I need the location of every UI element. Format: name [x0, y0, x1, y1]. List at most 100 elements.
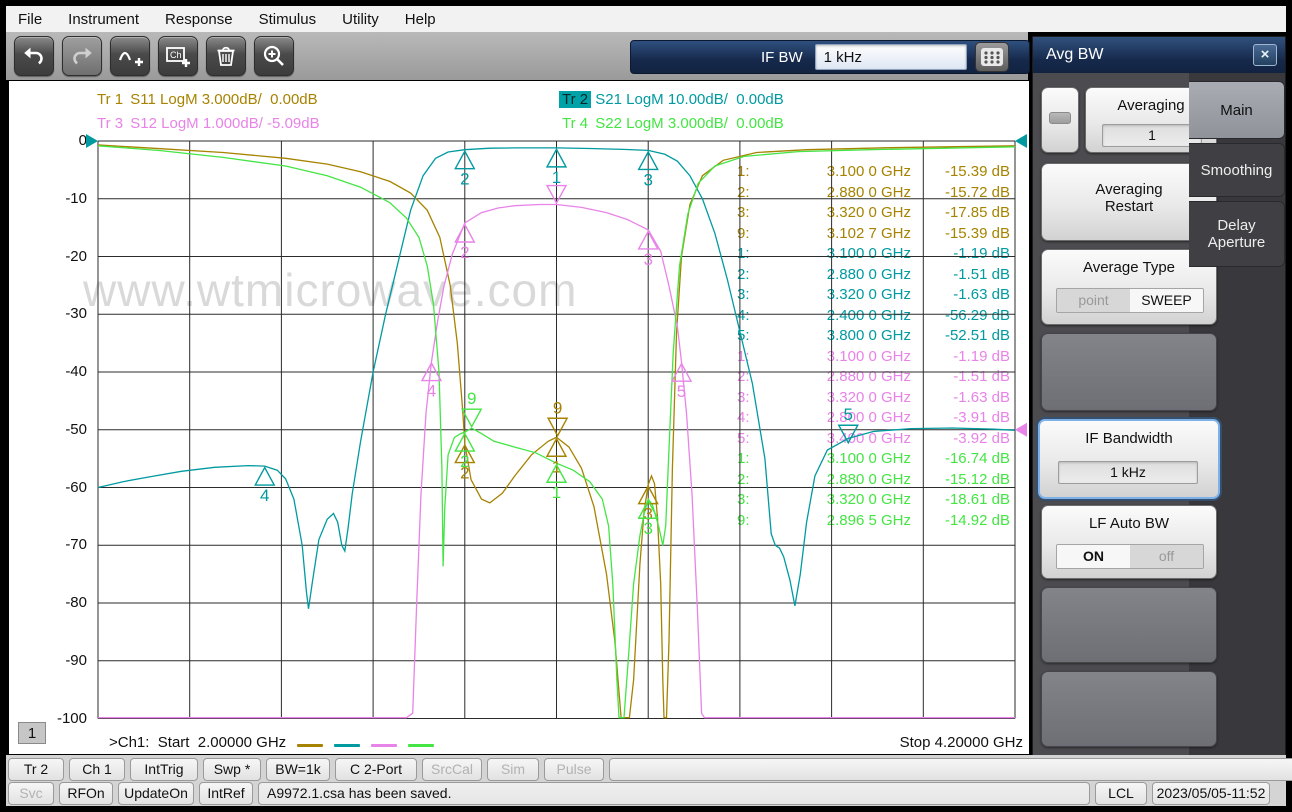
svg-text:3: 3	[643, 505, 652, 524]
undo-button[interactable]	[14, 36, 54, 76]
rfon[interactable]: RFOn	[59, 782, 113, 805]
svg-text:9: 9	[553, 398, 562, 417]
averaging-restart-button[interactable]: Averaging Restart	[1041, 163, 1217, 241]
inttrig[interactable]: IntTrig	[130, 758, 198, 781]
keypad-icon[interactable]	[974, 42, 1009, 72]
trace-definition-tr1: Tr 1 S11 LogM 3.000dB/ 0.00dB	[94, 91, 318, 108]
zoom-icon	[261, 43, 287, 69]
menu-item-stimulus[interactable]: Stimulus	[258, 10, 317, 28]
add-trace-button[interactable]	[110, 36, 150, 76]
y-tick-label: -50	[65, 420, 87, 438]
spare	[609, 758, 1292, 781]
svc: Svc	[8, 782, 54, 805]
marker-table-row: 1: 3.100 0 GHz -16.74 dB	[737, 450, 1010, 467]
lcl[interactable]: LCL	[1095, 782, 1147, 805]
undo-icon	[22, 44, 46, 68]
ch1-status[interactable]: Ch 1	[69, 758, 125, 781]
marker-table-row: 2: 2.880 0 GHz -15.72 dB	[737, 183, 1010, 201]
trace-chip-tr4[interactable]: Tr 4	[562, 115, 589, 132]
if-bandwidth-button[interactable]: IF Bandwidth 1 kHz	[1038, 419, 1220, 499]
marker-table-row: 2: 2.880 0 GHz -15.12 dB	[737, 470, 1010, 488]
plot-grid	[97, 140, 1016, 719]
menu-item-instrument[interactable]: Instrument	[68, 10, 140, 28]
average-type-button[interactable]: Average Type point SWEEP	[1041, 249, 1217, 325]
marker-table-row: 3: 3.320 0 GHz -1.63 dB	[737, 388, 1010, 406]
srccal: SrcCal	[422, 758, 482, 781]
menu-bar: File Instrument Response Stimulus Utility Hel…	[6, 6, 1286, 32]
averaging-toggle-indicator	[1049, 112, 1071, 124]
add-channel-icon: Ch	[165, 43, 191, 69]
close-icon[interactable]: ×	[1253, 44, 1277, 66]
delete-button[interactable]	[206, 36, 246, 76]
y-tick-label: -30	[65, 305, 87, 323]
menu-item-file[interactable]: File	[18, 10, 43, 28]
trace-def-tr1: S11 LogM 3.000dB/ 0.00dB	[126, 91, 318, 108]
sweep[interactable]: Swp *	[203, 758, 261, 781]
menu-item-utility[interactable]: Utility	[342, 10, 379, 28]
bandwidth[interactable]: BW=1k	[266, 758, 330, 781]
svg-text:Ch: Ch	[170, 50, 182, 60]
sim: Sim	[487, 758, 539, 781]
toolbar: Ch IF BW 1 kHz	[6, 32, 1030, 80]
trace-s21-curve	[97, 147, 1016, 609]
lf-auto-bw-on-option[interactable]: ON	[1057, 545, 1130, 568]
add-channel-button[interactable]: Ch	[158, 36, 198, 76]
y-tick-label: -100	[56, 709, 87, 727]
tab-main[interactable]: Main	[1189, 81, 1285, 139]
tab-smoothing[interactable]: Smoothing	[1189, 143, 1285, 197]
channel-badge[interactable]: 1	[18, 722, 46, 744]
trace-definition-tr4: Tr 4 S22 LogM 3.000dB/ 0.00dB	[559, 115, 784, 132]
plot-area: www.wtmicrowave.com Tr 1 S11 LogM 3.000d…	[8, 80, 1030, 755]
intref[interactable]: IntRef	[199, 782, 253, 805]
zoom-button[interactable]	[254, 36, 294, 76]
marker-table-row: 1: 3.100 0 GHz -1.19 dB	[737, 245, 1010, 262]
menu-item-response[interactable]: Response	[165, 10, 233, 28]
y-tick-label: -70	[65, 536, 87, 554]
trace-def-tr2: S21 LogM 10.00dB/ 0.00dB	[591, 91, 784, 108]
redo-icon	[70, 44, 94, 68]
tab-delay-aperture[interactable]: Delay Aperture	[1189, 201, 1285, 267]
marker-tr4-3: 3	[637, 499, 659, 538]
menu-item-help[interactable]: Help	[404, 10, 436, 28]
svg-text:3: 3	[643, 519, 652, 538]
redo-button[interactable]	[62, 36, 102, 76]
stop-frequency-label: Stop 4.20000 GHz	[899, 733, 1023, 751]
status-row-1: Tr 2 Ch 1 IntTrig Swp * BW=1k C 2-Port SrcCal S…	[8, 758, 1292, 781]
legend-dash-tr4	[408, 743, 435, 747]
trace-chip-tr2[interactable]: Tr 2	[559, 91, 592, 108]
svg-text:2: 2	[460, 243, 469, 262]
trace-chip-tr3[interactable]: Tr 3	[97, 115, 124, 132]
svg-text:3: 3	[643, 250, 652, 269]
average-type-sweep-option[interactable]: SWEEP	[1130, 289, 1203, 312]
marker-table-row: 3: 3.320 0 GHz -18.61 dB	[737, 491, 1010, 508]
averaging-toggle-button[interactable]	[1041, 87, 1079, 153]
add-trace-icon	[117, 43, 143, 69]
lf-auto-bw-off-option[interactable]: off	[1130, 545, 1203, 568]
cal-2port[interactable]: C 2-Port	[335, 758, 417, 781]
ref-level-indicator-tr2	[86, 134, 98, 148]
marker-tr3-1	[545, 184, 568, 205]
if-bandwidth-label: IF Bandwidth	[1085, 430, 1173, 447]
svg-text:5: 5	[844, 405, 853, 424]
marker-table-row: 3: 3.320 0 GHz -1.63 dB	[737, 286, 1010, 303]
average-type-point-option[interactable]: point	[1057, 289, 1130, 312]
updateon[interactable]: UpdateOn	[118, 782, 194, 805]
status-bar: Tr 2 Ch 1 IntTrig Swp * BW=1k C 2-Port SrcCal S…	[6, 755, 1292, 806]
if-bw-input[interactable]: 1 kHz	[814, 44, 967, 70]
legend-dash-tr2	[334, 743, 361, 747]
status-row-2: Svc RFOn UpdateOn IntRef A9972.1.csa has bee…	[8, 782, 1270, 805]
marker-tr1-9: 9	[546, 398, 569, 438]
start-frequency-label: >Ch1: Start 2.00000 GHz	[109, 733, 287, 751]
svg-text:9: 9	[467, 389, 476, 408]
svg-text:2: 2	[460, 464, 469, 483]
marker-tr1-1: 1	[545, 437, 568, 476]
legend-dash-tr1	[297, 743, 324, 747]
trace-definition-tr2: Tr 2 S21 LogM 10.00dB/ 0.00dB	[559, 91, 784, 108]
tr2-status[interactable]: Tr 2	[8, 758, 64, 781]
lf-auto-bw-button[interactable]: LF Auto BW ON off	[1041, 505, 1217, 579]
x-axis-labels: >Ch1: Start 2.00000 GHz Stop 4.20000 GHz	[9, 731, 1023, 753]
marker-tr3-5: 5	[670, 362, 693, 401]
datetime[interactable]: 2023/05/05-11:52	[1152, 782, 1270, 805]
trace-chip-tr1[interactable]: Tr 1	[97, 91, 124, 108]
status-message: A9972.1.csa has been saved.	[258, 782, 1090, 805]
